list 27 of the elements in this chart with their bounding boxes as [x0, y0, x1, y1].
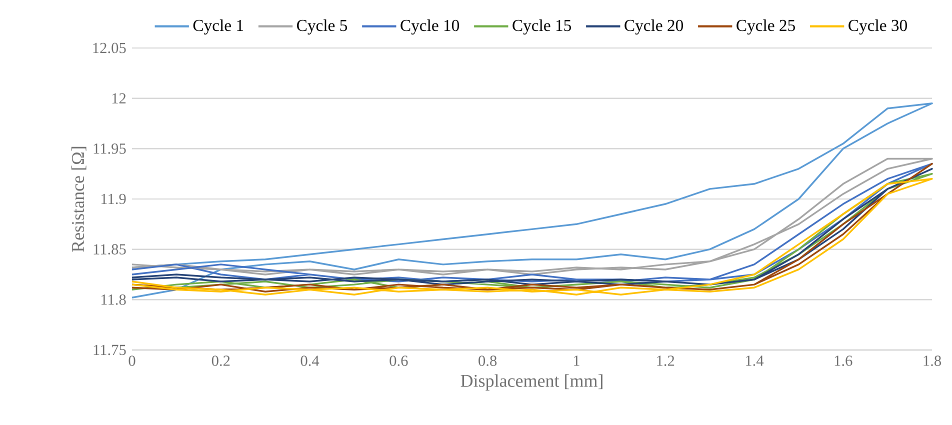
- x-tick-label: 1.8: [924, 356, 942, 366]
- x-tick-label: 1.2: [657, 356, 674, 366]
- y-axis-title: Resistance [Ω]: [71, 146, 86, 252]
- x-tick-label: 0.4: [300, 356, 320, 366]
- y-tick-label: 12: [112, 93, 126, 104]
- legend-label: Cycle 20: [624, 19, 683, 35]
- legend-label: Cycle 10: [400, 19, 460, 35]
- y-tick-label: 11.75: [94, 344, 126, 356]
- y-tick-label: 11.9: [101, 194, 126, 204]
- legend-label: Cycle 15: [512, 19, 571, 35]
- legend-label: Cycle 1: [193, 19, 244, 35]
- legend-label: Cycle 5: [297, 19, 348, 35]
- x-tick-label: 1.4: [746, 356, 764, 366]
- y-tick-label: 11.85: [94, 244, 126, 255]
- x-tick-label: 0.2: [212, 356, 230, 366]
- line-series: [131, 102, 933, 299]
- x-axis-title: Displacement [mm]: [460, 374, 602, 391]
- x-tick-label: 0: [128, 356, 136, 366]
- y-tick-label: 12.05: [93, 42, 126, 54]
- y-tick-label: 11.95: [94, 143, 126, 154]
- x-tick-label: 1.6: [834, 356, 852, 366]
- y-tick-label: 11.8: [101, 294, 126, 305]
- x-tick-label: 0.6: [390, 356, 408, 366]
- legend-label: Cycle 25: [736, 19, 795, 35]
- x-tick-label: 0.8: [478, 356, 497, 366]
- legend-label: Cycle 30: [848, 19, 907, 35]
- x-tick-label: 1: [574, 356, 580, 366]
